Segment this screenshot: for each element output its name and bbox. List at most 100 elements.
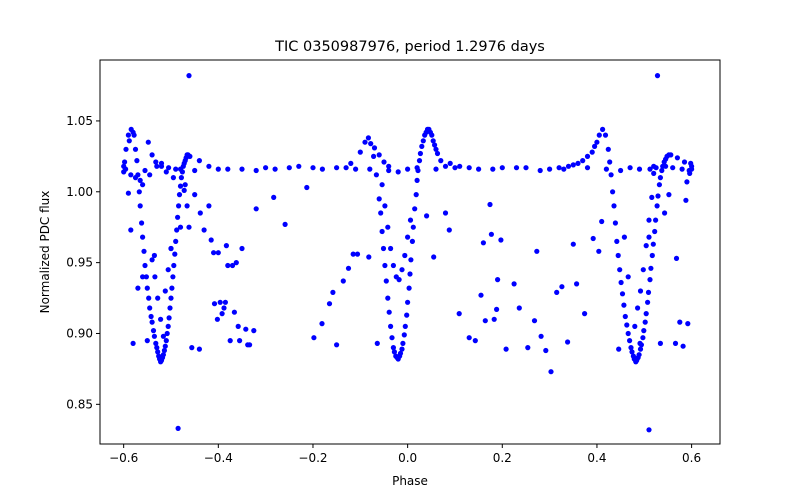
data-point: [621, 234, 628, 240]
data-point: [154, 163, 160, 169]
data-point: [679, 166, 685, 172]
data-point: [319, 166, 325, 172]
data-point: [480, 240, 486, 246]
data-point: [149, 152, 155, 158]
data-point: [142, 262, 148, 269]
data-point: [397, 353, 403, 359]
data-point: [153, 159, 159, 165]
data-point: [670, 165, 676, 171]
data-point: [575, 160, 581, 166]
data-point: [247, 342, 253, 348]
data-point: [166, 165, 172, 171]
data-point: [144, 285, 150, 291]
x-tick-label: −0.2: [298, 451, 327, 465]
data-point: [386, 163, 392, 169]
data-point: [608, 172, 614, 178]
x-tick-label: −0.6: [109, 451, 138, 465]
data-point: [662, 210, 668, 216]
data-point: [602, 132, 609, 138]
data-point: [538, 333, 544, 339]
data-point: [150, 328, 157, 334]
data-point: [636, 352, 642, 358]
data-point: [618, 279, 624, 286]
data-point: [227, 338, 233, 344]
data-point: [362, 139, 368, 145]
data-point: [383, 278, 389, 284]
data-points: [121, 73, 695, 433]
data-point: [561, 166, 567, 172]
data-point: [590, 235, 596, 242]
data-point: [410, 224, 416, 230]
data-point: [374, 340, 380, 346]
data-point: [603, 166, 610, 172]
data-point: [681, 159, 688, 165]
data-point: [395, 169, 401, 175]
data-point: [160, 333, 166, 339]
data-point: [472, 338, 478, 344]
data-point: [186, 224, 192, 230]
data-point: [385, 224, 391, 230]
data-point: [391, 349, 397, 355]
data-point: [353, 166, 359, 172]
data-point: [628, 345, 634, 351]
data-point: [263, 165, 269, 171]
data-point: [683, 197, 689, 203]
data-point: [491, 316, 497, 322]
data-point: [126, 138, 132, 144]
data-point: [615, 252, 621, 259]
data-point: [172, 251, 178, 257]
data-point: [647, 277, 653, 283]
data-point: [582, 311, 588, 317]
data-point: [136, 189, 142, 195]
data-point: [599, 218, 605, 225]
data-point: [371, 153, 377, 159]
data-point: [687, 170, 693, 176]
data-point: [559, 284, 565, 290]
data-point: [357, 149, 363, 155]
data-point: [125, 132, 131, 138]
data-point: [396, 277, 402, 283]
data-point: [214, 316, 220, 322]
data-point: [184, 203, 190, 209]
data-point: [177, 183, 184, 189]
data-point: [146, 295, 152, 301]
data-point: [304, 184, 310, 191]
chart-title: TIC 0350987976, period 1.2976 days: [274, 39, 545, 55]
x-tick-label: 0.4: [587, 451, 606, 465]
data-point: [417, 150, 423, 157]
data-point: [419, 143, 425, 149]
data-point: [457, 163, 463, 169]
data-point: [487, 201, 493, 208]
data-point: [178, 175, 184, 181]
data-point: [206, 203, 212, 209]
data-point: [656, 182, 663, 188]
x-axis-label: Phase: [392, 474, 428, 488]
data-point: [446, 227, 452, 233]
data-point: [498, 237, 504, 243]
data-point: [367, 166, 373, 172]
data-point: [637, 340, 643, 346]
data-point: [433, 146, 439, 152]
data-point: [382, 203, 388, 209]
data-point: [430, 138, 436, 144]
data-point: [221, 305, 227, 311]
data-point: [326, 301, 333, 307]
data-point: [580, 158, 586, 164]
data-point: [657, 340, 664, 346]
data-point: [371, 145, 378, 151]
data-point: [689, 166, 695, 172]
data-point: [211, 250, 217, 256]
data-point: [243, 326, 249, 332]
data-point: [442, 210, 449, 216]
data-point: [388, 245, 394, 252]
data-point: [442, 163, 449, 169]
data-point: [176, 203, 182, 209]
data-point: [409, 238, 415, 244]
data-point: [640, 335, 646, 341]
data-point: [149, 257, 155, 263]
data-point: [632, 323, 638, 329]
data-point: [402, 323, 408, 329]
data-point: [160, 352, 166, 358]
data-point: [503, 346, 509, 352]
data-point: [168, 245, 174, 252]
